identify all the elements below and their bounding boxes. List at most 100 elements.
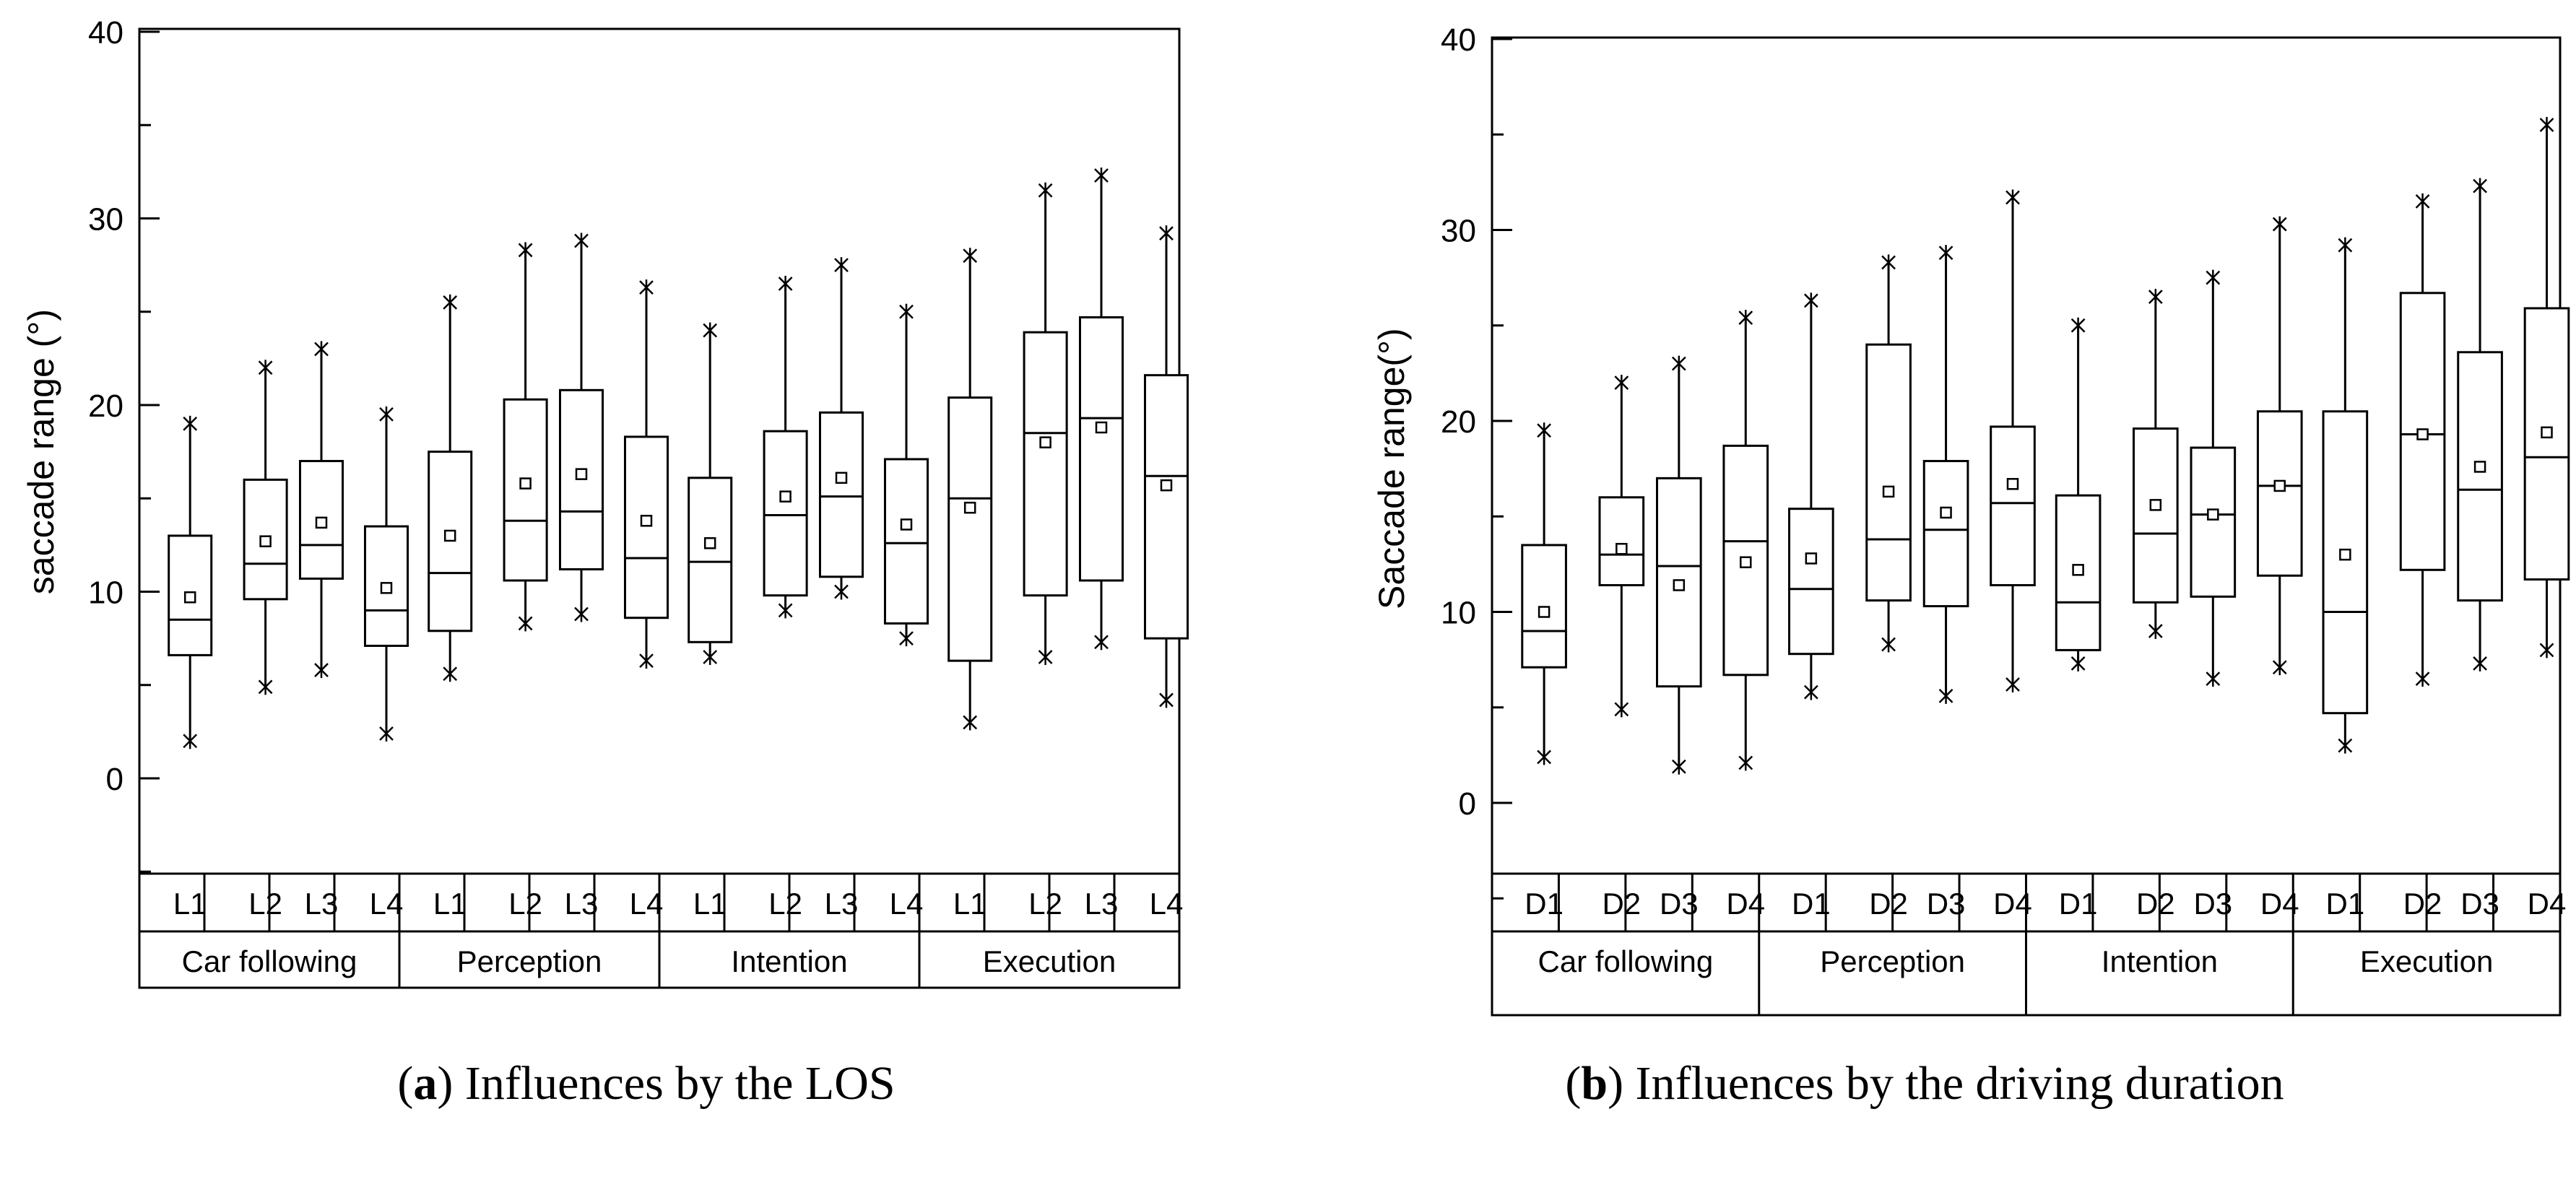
box xyxy=(298,341,344,679)
box xyxy=(623,279,669,669)
box xyxy=(363,406,409,742)
mean-marker xyxy=(900,518,913,531)
mean-marker xyxy=(1538,606,1551,618)
x-tick-label: D2 xyxy=(2136,887,2175,921)
extreme-marker-max xyxy=(834,257,849,274)
iqr-box xyxy=(1598,496,1645,586)
extreme-marker-max xyxy=(1881,254,1896,271)
extreme-marker-min xyxy=(183,733,198,749)
extreme-marker-max xyxy=(183,415,198,432)
extreme-marker-min xyxy=(899,630,914,647)
extreme-marker-min xyxy=(1803,684,1818,700)
x-tick-label: L2 xyxy=(248,887,282,921)
extreme-marker-max xyxy=(379,406,394,422)
iqr-box xyxy=(1788,508,1834,656)
x-tick-label: L1 xyxy=(693,887,727,921)
iqr-box xyxy=(1990,425,2036,586)
extreme-marker-min xyxy=(778,602,793,619)
box xyxy=(1023,182,1068,665)
box xyxy=(2133,289,2179,639)
mean-marker xyxy=(183,591,196,604)
box-group: Car following L1 L2 L3 L4 xyxy=(168,341,409,978)
extreme-marker-max xyxy=(2272,216,2287,232)
extreme-marker-min xyxy=(379,725,394,742)
iqr-box xyxy=(2457,351,2503,602)
y-tick-label: 40 xyxy=(1441,22,1476,58)
extreme-marker-max xyxy=(778,275,793,292)
x-tick-label: D2 xyxy=(1602,887,1641,921)
x-tick-label: D1 xyxy=(1525,887,1564,921)
x-tick-label: L3 xyxy=(305,887,339,921)
box xyxy=(168,415,213,749)
iqr-box xyxy=(623,435,669,619)
extreme-marker-max xyxy=(1738,310,1753,326)
iqr-box xyxy=(1865,343,1912,602)
y-tick-label: 20 xyxy=(1441,404,1476,440)
box xyxy=(2322,237,2369,754)
y-tick-label: 20 xyxy=(88,388,123,424)
box xyxy=(243,360,288,695)
box xyxy=(1922,245,1969,704)
extreme-marker-min xyxy=(1038,648,1053,665)
extreme-marker-max xyxy=(2473,178,2487,194)
mean-marker xyxy=(443,529,456,542)
extreme-marker-max xyxy=(518,242,533,258)
box xyxy=(503,242,548,632)
iqr-box xyxy=(503,398,548,582)
mean-marker xyxy=(1616,542,1628,555)
extreme-marker-max xyxy=(1803,292,1818,309)
x-tick-label: D1 xyxy=(2059,887,2098,921)
mean-marker xyxy=(1882,485,1895,498)
mean-marker xyxy=(835,471,848,484)
box xyxy=(947,248,993,731)
box-group: Execution L1 L2 L3 L4 xyxy=(918,168,1189,988)
extreme-marker-max xyxy=(2070,317,2086,334)
extreme-marker-min xyxy=(2148,622,2163,639)
extreme-marker-min xyxy=(1938,687,1953,704)
x-tick-label: L1 xyxy=(173,887,207,921)
iqr-box xyxy=(2322,410,2369,715)
mean-marker xyxy=(640,515,653,527)
x-tick-label: D1 xyxy=(2325,887,2364,921)
caption-text: Influences by the driving duration xyxy=(1636,1057,2284,1110)
iqr-box xyxy=(1922,460,1969,608)
group-label: Intention xyxy=(731,944,847,978)
extreme-marker-max xyxy=(1938,245,1953,261)
box xyxy=(1788,292,1834,700)
mean-marker xyxy=(2416,428,2429,440)
group-label: Execution xyxy=(2360,944,2493,978)
mean-marker xyxy=(2541,426,2553,439)
y-tick-label: 30 xyxy=(1441,214,1476,249)
group-label: Intention xyxy=(2102,944,2218,978)
y-axis-title: saccade range (°) xyxy=(21,309,61,594)
group-label: Perception xyxy=(1820,944,1965,978)
y-tick-label: 40 xyxy=(88,15,123,51)
mean-marker xyxy=(575,468,588,480)
extreme-marker-min xyxy=(314,662,329,679)
box xyxy=(428,294,473,682)
y-axis-title: Saccade range(°) xyxy=(1371,328,1412,609)
group-label: Car following xyxy=(182,944,357,978)
caption-paren: ( xyxy=(1565,1057,1581,1110)
mean-marker xyxy=(1805,552,1818,565)
mean-marker xyxy=(1740,556,1752,568)
x-tick-label: L1 xyxy=(433,887,467,921)
x-tick-label: L4 xyxy=(890,887,924,921)
iqr-box xyxy=(2523,307,2570,581)
extreme-marker-min xyxy=(2272,659,2287,676)
extreme-marker-max xyxy=(1159,225,1174,242)
x-tick-label: L3 xyxy=(1085,887,1119,921)
iqr-box xyxy=(2190,446,2237,598)
extreme-marker-max xyxy=(963,248,978,264)
mean-marker xyxy=(2072,564,2084,576)
box xyxy=(2399,193,2446,687)
mean-marker xyxy=(2149,499,2162,511)
extreme-marker-min xyxy=(834,583,849,600)
extreme-marker-min xyxy=(1614,701,1629,718)
group-label: Execution xyxy=(983,944,1116,978)
mean-marker xyxy=(779,490,792,503)
x-tick-label: D2 xyxy=(2403,887,2442,921)
mean-marker xyxy=(2273,479,2286,492)
mean-marker xyxy=(1940,506,1952,519)
